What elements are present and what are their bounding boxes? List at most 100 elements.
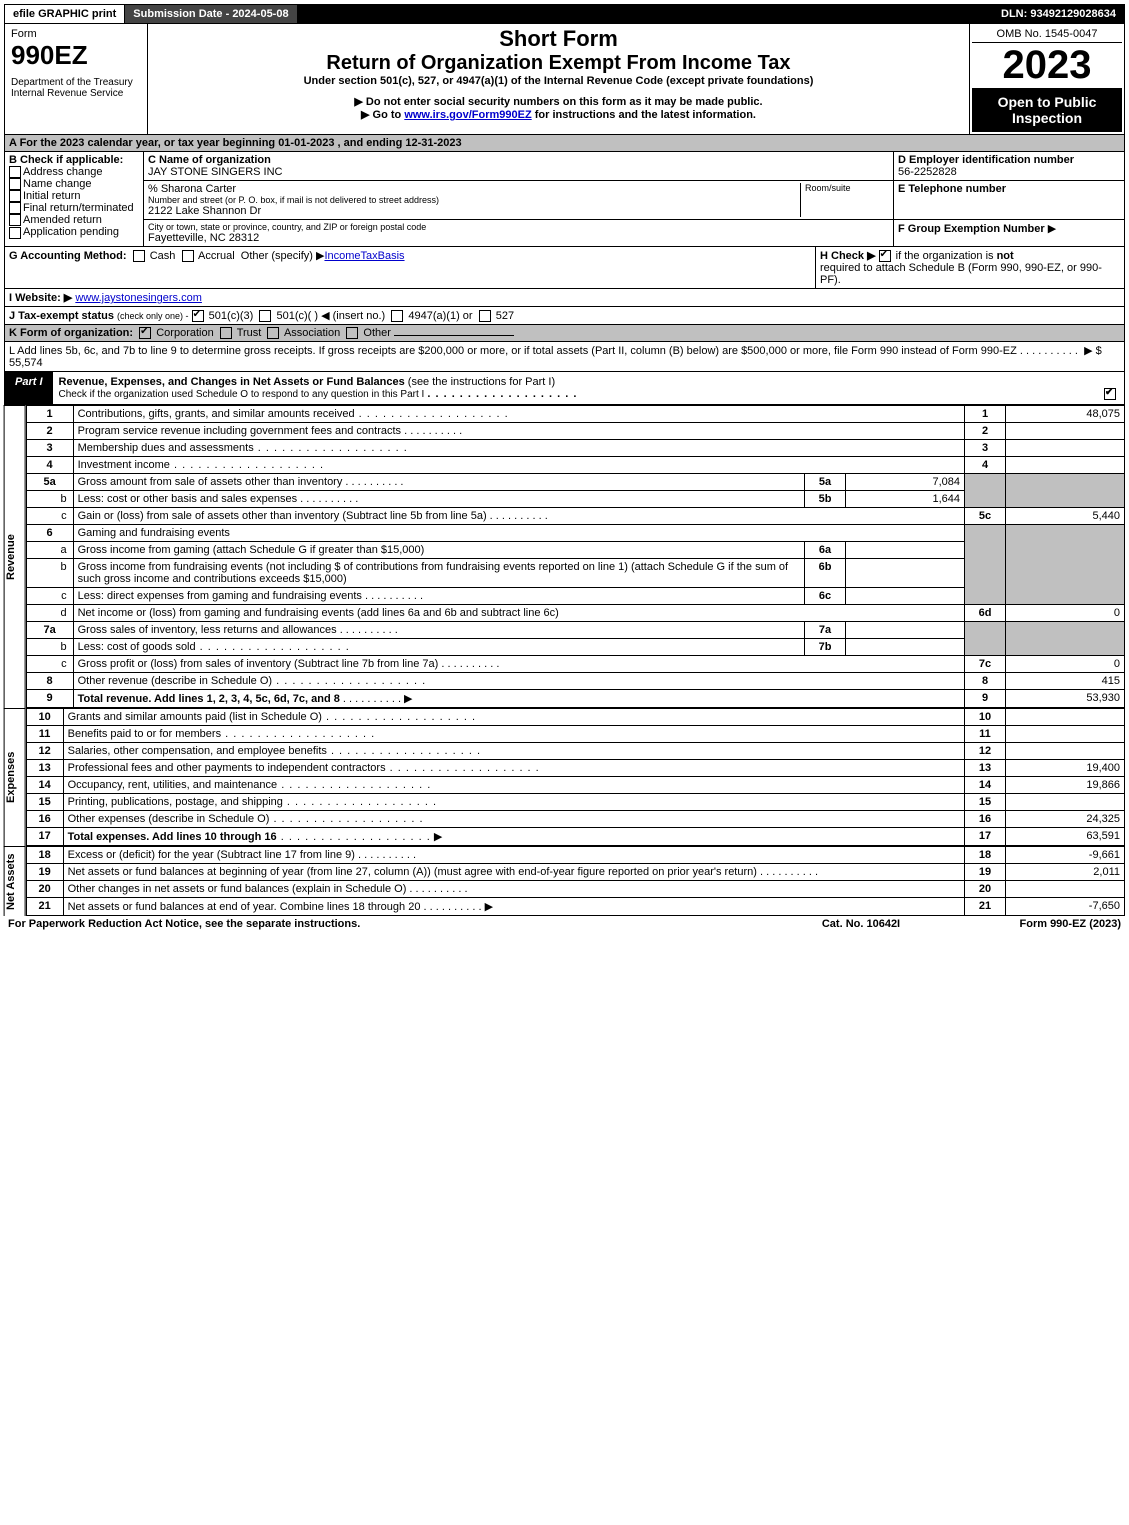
- form-word: Form: [11, 28, 141, 40]
- line-6-desc: Gaming and fundraising events: [73, 525, 964, 542]
- line-6: 6Gaming and fundraising events: [26, 525, 1124, 542]
- section-a: A For the 2023 calendar year, or tax yea…: [4, 135, 1125, 152]
- line-7b-desc: Less: cost of goods sold: [78, 641, 196, 653]
- b-label: B Check if applicable:: [9, 154, 139, 166]
- goto-link[interactable]: www.irs.gov/Form990EZ: [404, 109, 531, 121]
- line-5a-val: 7,084: [846, 474, 965, 491]
- section-k: K Form of organization: Corporation Trus…: [4, 325, 1125, 342]
- netassets-vlabel: Net Assets: [4, 846, 26, 916]
- line-6b: bGross income from fundraising events (n…: [26, 559, 1124, 588]
- line-8: 8Other revenue (describe in Schedule O)8…: [26, 673, 1124, 690]
- line-12-val: [1006, 743, 1125, 760]
- line-5b-val: 1,644: [846, 491, 965, 508]
- line-11: 11Benefits paid to or for members11: [26, 726, 1124, 743]
- f-arrow: ▶: [1048, 223, 1056, 235]
- line-10: 10Grants and similar amounts paid (list …: [26, 709, 1124, 726]
- top-bar: efile GRAPHIC print Submission Date - 20…: [4, 4, 1125, 24]
- line-8-desc: Other revenue (describe in Schedule O): [78, 675, 272, 687]
- cb-accrual[interactable]: [182, 250, 194, 262]
- website-link[interactable]: www.jaystonesingers.com: [75, 292, 202, 304]
- line-6d-val: 0: [1006, 605, 1125, 622]
- line-6b-desc: Gross income from fundraising events (no…: [78, 561, 788, 585]
- g-other: Other (specify) ▶: [241, 250, 325, 262]
- line-5b: bLess: cost or other basis and sales exp…: [26, 491, 1124, 508]
- footer-right-pre: Form: [1020, 918, 1051, 930]
- line-6d-desc: Net income or (loss) from gaming and fun…: [78, 607, 559, 619]
- line-5a-desc: Gross amount from sale of assets other t…: [78, 476, 343, 488]
- line-12: 12Salaries, other compensation, and empl…: [26, 743, 1124, 760]
- cb-trust[interactable]: [220, 327, 232, 339]
- accounting-basis-link[interactable]: IncomeTaxBasis: [324, 250, 404, 262]
- efile-label[interactable]: efile GRAPHIC print: [5, 5, 125, 23]
- footer-right-post: (2023): [1086, 918, 1121, 930]
- cb-initial-return[interactable]: [9, 190, 21, 202]
- footer-right-form: 990-EZ: [1050, 918, 1086, 930]
- open-inspection: Open to Public Inspection: [972, 88, 1122, 132]
- part-i-sub: (see the instructions for Part I): [408, 376, 555, 388]
- line-13-val: 19,400: [1006, 760, 1125, 777]
- line-9: 9Total revenue. Add lines 1, 2, 3, 4, 5c…: [26, 690, 1124, 708]
- line-20-desc: Other changes in net assets or fund bala…: [68, 883, 407, 895]
- cb-amended[interactable]: [9, 214, 21, 226]
- netassets-table: 18Excess or (deficit) for the year (Subt…: [26, 846, 1125, 916]
- cb-association[interactable]: [267, 327, 279, 339]
- cb-cash[interactable]: [133, 250, 145, 262]
- cb-address-change[interactable]: [9, 166, 21, 178]
- b-opt-4: Amended return: [23, 214, 102, 226]
- line-3: 3Membership dues and assessments3: [26, 440, 1124, 457]
- line-7a-val: [846, 622, 965, 639]
- line-7c: cGross profit or (loss) from sales of in…: [26, 656, 1124, 673]
- cb-app-pending[interactable]: [9, 227, 21, 239]
- line-10-desc: Grants and similar amounts paid (list in…: [68, 711, 322, 723]
- line-15-val: [1006, 794, 1125, 811]
- section-j: J Tax-exempt status (check only one) ‑ 5…: [4, 307, 1125, 325]
- line-6a-val: [846, 542, 965, 559]
- cb-527[interactable]: [479, 310, 491, 322]
- line-11-val: [1006, 726, 1125, 743]
- line-2-desc: Program service revenue including govern…: [78, 425, 401, 437]
- line-17: 17Total expenses. Add lines 10 through 1…: [26, 828, 1124, 846]
- line-14-desc: Occupancy, rent, utilities, and maintena…: [68, 779, 278, 791]
- city-label: City or town, state or province, country…: [148, 222, 889, 232]
- street: 2122 Lake Shannon Dr: [148, 205, 800, 217]
- care-of: % Sharona Carter: [148, 183, 800, 195]
- line-5c: cGain or (loss) from sale of assets othe…: [26, 508, 1124, 525]
- page-footer: For Paperwork Reduction Act Notice, see …: [4, 916, 1125, 932]
- b-opt-1: Name change: [23, 178, 92, 190]
- b-opt-3: Final return/terminated: [23, 202, 134, 214]
- street-label: Number and street (or P. O. box, if mail…: [148, 195, 800, 205]
- f-label: F Group Exemption Number: [898, 223, 1045, 235]
- part-i-tag: Part I: [5, 372, 53, 404]
- j-o2: 501(c)( ) ◀ (insert no.): [276, 310, 385, 322]
- e-label: E Telephone number: [898, 183, 1120, 195]
- h-not: not: [997, 250, 1014, 262]
- line-18: 18Excess or (deficit) for the year (Subt…: [26, 847, 1124, 864]
- sections-b-through-f: B Check if applicable: Address change Na…: [4, 152, 1125, 247]
- cb-501c[interactable]: [259, 310, 271, 322]
- b-opt-5: Application pending: [23, 226, 119, 238]
- cb-name-change[interactable]: [9, 178, 21, 190]
- cb-other-org[interactable]: [346, 327, 358, 339]
- line-20: 20Other changes in net assets or fund ba…: [26, 881, 1124, 898]
- k-label: K Form of organization:: [9, 327, 133, 339]
- i-label: I Website: ▶: [9, 292, 72, 304]
- j-o1: 501(c)(3): [209, 310, 254, 322]
- cb-schedule-o-used[interactable]: [1104, 388, 1116, 400]
- cb-schedule-b-not-required[interactable]: [879, 250, 891, 262]
- cb-corporation[interactable]: [139, 327, 151, 339]
- g-cash: Cash: [150, 250, 176, 262]
- line-4-desc: Investment income: [78, 459, 170, 471]
- line-14-val: 19,866: [1006, 777, 1125, 794]
- submission-date: Submission Date - 2024-05-08: [125, 5, 297, 23]
- cb-501c3[interactable]: [192, 310, 204, 322]
- line-13: 13Professional fees and other payments t…: [26, 760, 1124, 777]
- cb-final-return[interactable]: [9, 202, 21, 214]
- goto-pre: ▶ Go to: [361, 109, 404, 121]
- line-10-val: [1006, 709, 1125, 726]
- b-opt-0: Address change: [23, 166, 103, 178]
- line-21-val: -7,650: [1006, 898, 1125, 916]
- section-g-h: G Accounting Method: Cash Accrual Other …: [4, 247, 1125, 289]
- line-7b: bLess: cost of goods sold7b: [26, 639, 1124, 656]
- line-1-val: 48,075: [1006, 406, 1125, 423]
- cb-4947[interactable]: [391, 310, 403, 322]
